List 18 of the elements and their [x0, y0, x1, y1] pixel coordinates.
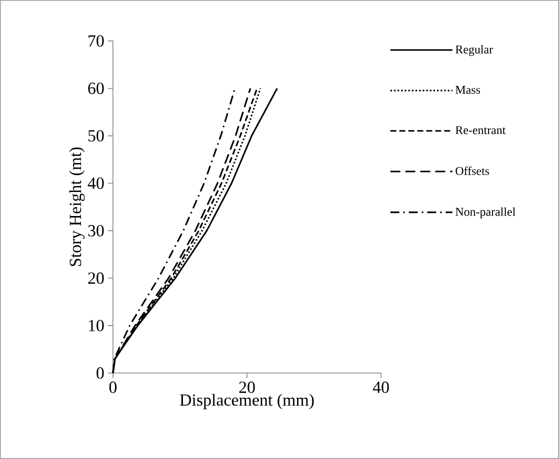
text: Re-entrant: [456, 126, 506, 134]
y-tick-label: 70: [88, 35, 104, 47]
y-tick-label: 60: [88, 82, 104, 94]
y-tick-label: 20: [88, 272, 104, 284]
y-tick-label: 0: [96, 367, 104, 379]
y-axis-title: Story Height (mt): [69, 147, 85, 266]
y-tick-label: 30: [88, 224, 104, 236]
x-tick-label: 0: [109, 382, 117, 394]
x-axis-title: Displacement (mm): [180, 394, 314, 410]
text: Non-parallel: [456, 207, 516, 218]
x-tick-label: 20: [239, 382, 255, 394]
text: Offsets: [456, 166, 490, 176]
x-tick-label: 40: [372, 382, 389, 394]
text: Regular: [456, 45, 493, 56]
y-tick-label: 10: [88, 320, 104, 332]
text: Mass: [456, 86, 480, 94]
y-tick-label: 50: [88, 130, 104, 142]
y-tick-label: 40: [88, 178, 104, 189]
